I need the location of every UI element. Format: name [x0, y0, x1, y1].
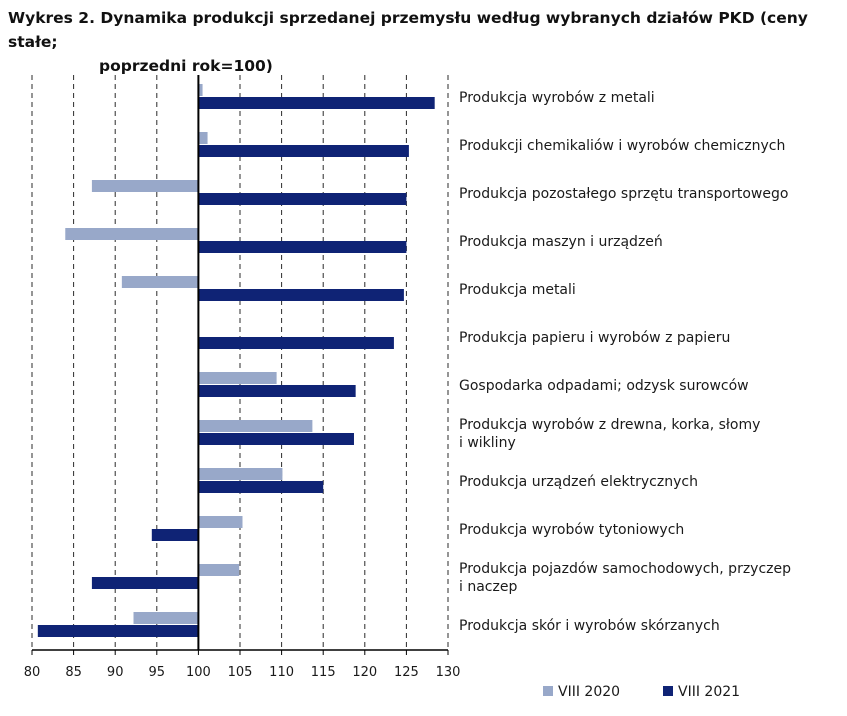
bar-viii-2020: [198, 132, 208, 144]
bar-viii-2020: [65, 228, 199, 240]
category-label-line: Gospodarka odpadami; odzysk surowców: [459, 378, 749, 394]
bar-viii-2021: [91, 577, 199, 589]
category-label: Produkcja papieru i wyrobów z papieru: [459, 330, 730, 346]
bar-viii-2020: [133, 612, 199, 624]
bar-viii-2020: [198, 420, 313, 432]
x-tick-label: 130: [436, 665, 461, 680]
category-label: Produkcja pozostałego sprzętu transporto…: [459, 186, 788, 202]
bar-viii-2021: [198, 289, 404, 301]
bar-viii-2021: [198, 241, 407, 253]
x-axis-tick-labels: 80 85 90 95 100 105 110 115 120 125 130: [24, 665, 461, 680]
bar-viii-2020: [198, 516, 243, 528]
chart-title: Wykres 2. Dynamika produkcji sprzedanej …: [8, 6, 843, 78]
x-tick-label: 110: [269, 665, 294, 680]
category-label-line: Produkcja papieru i wyrobów z papieru: [459, 330, 730, 346]
category-label: Produkcja pojazdów samochodowych, przycz…: [459, 561, 791, 595]
bar-viii-2020: [198, 372, 277, 384]
bar-viii-2021: [198, 385, 356, 397]
category-label-line: Produkcja urządzeń elektrycznych: [459, 474, 698, 490]
x-tick-label: 105: [228, 665, 253, 680]
category-label: Produkcja wyrobów z drewna, korka, słomy…: [459, 417, 760, 451]
bar-viii-2021: [198, 97, 435, 109]
category-label: Produkcja skór i wyrobów skórzanych: [459, 618, 720, 634]
category-label-line: Produkcja maszyn i urządzeń: [459, 234, 663, 250]
bar-viii-2021: [198, 193, 407, 205]
category-label: Produkcja maszyn i urządzeń: [459, 234, 663, 250]
category-label-line: Produkcja wyrobów tytoniowych: [459, 522, 684, 538]
chart-title-line2: poprzedni rok=100): [99, 57, 273, 75]
category-label-line: Produkcja pozostałego sprzętu transporto…: [459, 186, 788, 202]
category-label-line: Produkcja skór i wyrobów skórzanych: [459, 618, 720, 634]
bar-viii-2021: [151, 529, 199, 541]
x-tick-label: 120: [352, 665, 377, 680]
category-label-line: i naczep: [459, 579, 517, 595]
x-tick-label: 90: [107, 665, 124, 680]
category-label: Produkcji chemikaliów i wyrobów chemiczn…: [459, 138, 785, 154]
bar-viii-2020: [198, 468, 283, 480]
category-label-line: Produkcja wyrobów z metali: [459, 90, 655, 106]
category-label: Produkcja urządzeń elektrycznych: [459, 474, 698, 490]
x-tick-label: 100: [186, 665, 211, 680]
baseline-axis: [31, 75, 449, 655]
category-labels: Produkcja wyrobów z metali Produkcji chem…: [459, 90, 791, 634]
bar-viii-2021: [198, 145, 409, 157]
category-label-line: Produkcja metali: [459, 282, 576, 298]
category-label: Produkcja wyrobów tytoniowych: [459, 522, 684, 538]
category-label-line: Produkcja wyrobów z drewna, korka, słomy: [459, 417, 760, 433]
legend-swatch: [663, 686, 673, 696]
x-tick-label: 95: [149, 665, 166, 680]
x-tick-label: 85: [65, 665, 82, 680]
x-tick-label: 125: [394, 665, 419, 680]
category-label-line: i wikliny: [459, 435, 516, 451]
bar-viii-2021: [198, 337, 394, 349]
category-label: Gospodarka odpadami; odzysk surowców: [459, 378, 749, 394]
bar-viii-2021: [198, 481, 324, 493]
legend-label: VIII 2021: [678, 684, 740, 700]
legend-swatch: [543, 686, 553, 696]
category-label: Produkcja metali: [459, 282, 576, 298]
category-label: Produkcja wyrobów z metali: [459, 90, 655, 106]
bar-viii-2021: [37, 625, 199, 637]
chart-title-line1: Wykres 2. Dynamika produkcji sprzedanej …: [8, 9, 808, 51]
bar-viii-2020: [198, 564, 240, 576]
legend-label: VIII 2020: [558, 684, 620, 700]
bar-viii-2020: [198, 84, 203, 96]
bar-viii-2020: [91, 180, 199, 192]
grid-lines: [31, 75, 449, 650]
x-tick-label: 80: [24, 665, 41, 680]
legend: VIII 2020 VIII 2021: [543, 684, 740, 700]
bar-viii-2021: [198, 433, 354, 445]
bar-groups: [37, 84, 435, 637]
bar-viii-2020: [121, 276, 199, 288]
category-label-line: Produkcja pojazdów samochodowych, przycz…: [459, 561, 791, 577]
x-tick-label: 115: [311, 665, 336, 680]
category-label-line: Produkcji chemikaliów i wyrobów chemiczn…: [459, 138, 785, 154]
